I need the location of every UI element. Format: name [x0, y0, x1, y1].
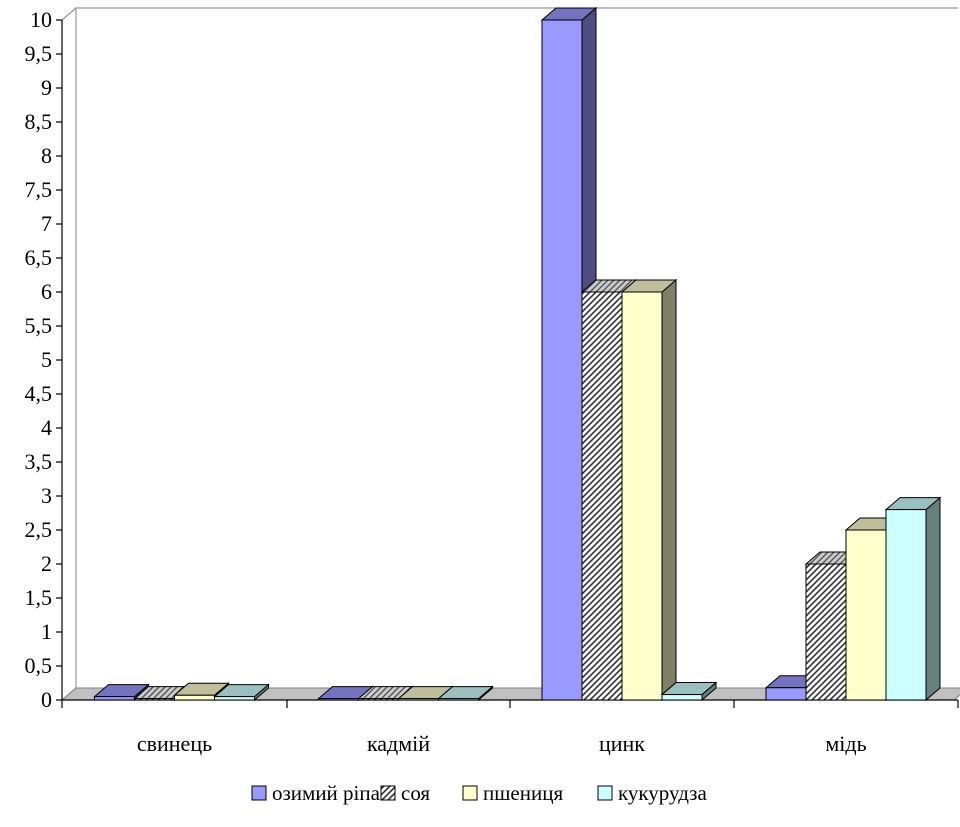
y-tick-label: 9,5: [25, 41, 53, 66]
bar-front: [845, 529, 887, 701]
left-wall: [61, 6, 77, 702]
y-tick-label: 5: [41, 347, 52, 372]
legend-swatch: [462, 785, 478, 801]
x-category-label: кадмій: [367, 731, 430, 756]
y-tick-label: 10: [30, 7, 52, 32]
x-category-label: цинк: [599, 731, 645, 756]
y-tick-label: 2: [41, 551, 52, 576]
y-tick-label: 7,5: [25, 177, 53, 202]
bar: [213, 683, 270, 702]
y-tick-label: 3: [41, 483, 52, 508]
y-tick-label: 3,5: [25, 449, 53, 474]
bar-front: [214, 696, 255, 701]
y-tick-label: 4,5: [25, 381, 53, 406]
legend-swatch: [251, 785, 267, 801]
legend-item: пшениця: [462, 781, 563, 805]
y-tick-label: 2,5: [25, 517, 53, 542]
bar: [884, 496, 942, 702]
y-tick-label: 8: [41, 143, 52, 168]
y-tick-label: 0,5: [25, 653, 53, 678]
bar-front: [805, 563, 847, 701]
bar: [437, 685, 494, 702]
legend-swatch: [597, 785, 613, 801]
y-tick-label: 0: [41, 687, 52, 712]
y-tick-label: 1,5: [25, 585, 53, 610]
bar-front: [581, 291, 623, 701]
bar-front: [765, 687, 807, 701]
y-tick-label: 1: [41, 619, 52, 644]
bar-front: [885, 509, 927, 701]
bar-front: [621, 291, 663, 701]
y-tick-label: 9: [41, 75, 52, 100]
legend-item: кукурудза: [597, 781, 707, 805]
legend-swatch: [380, 785, 396, 801]
bar-front: [134, 698, 175, 701]
bar-front: [398, 698, 439, 701]
y-tick-label: 5,5: [25, 313, 53, 338]
x-category-label: свинець: [137, 731, 212, 756]
bar-front: [438, 698, 479, 701]
bar-front: [318, 698, 359, 701]
bar-front: [174, 694, 215, 701]
y-tick-label: 6,5: [25, 245, 53, 270]
legend-label: соя: [401, 781, 430, 805]
legend-label: озимий ріпак: [272, 781, 391, 805]
legend-item: соя: [380, 781, 430, 805]
bar-front: [94, 696, 135, 701]
x-category-label: мідь: [825, 731, 866, 756]
y-tick-label: 7: [41, 211, 52, 236]
y-tick-label: 6: [41, 279, 52, 304]
bar-front: [541, 19, 583, 701]
legend-item: озимий ріпак: [251, 781, 391, 805]
bar-front: [358, 698, 399, 701]
y-tick-label: 8,5: [25, 109, 53, 134]
bar: [660, 681, 718, 702]
legend-label: кукурудза: [618, 781, 707, 805]
legend-label: пшениця: [483, 781, 563, 805]
bar-side: [925, 496, 941, 702]
bar-side: [661, 278, 677, 702]
y-tick-label: 4: [41, 415, 52, 440]
bar-front: [661, 694, 703, 701]
bar: [620, 278, 678, 702]
